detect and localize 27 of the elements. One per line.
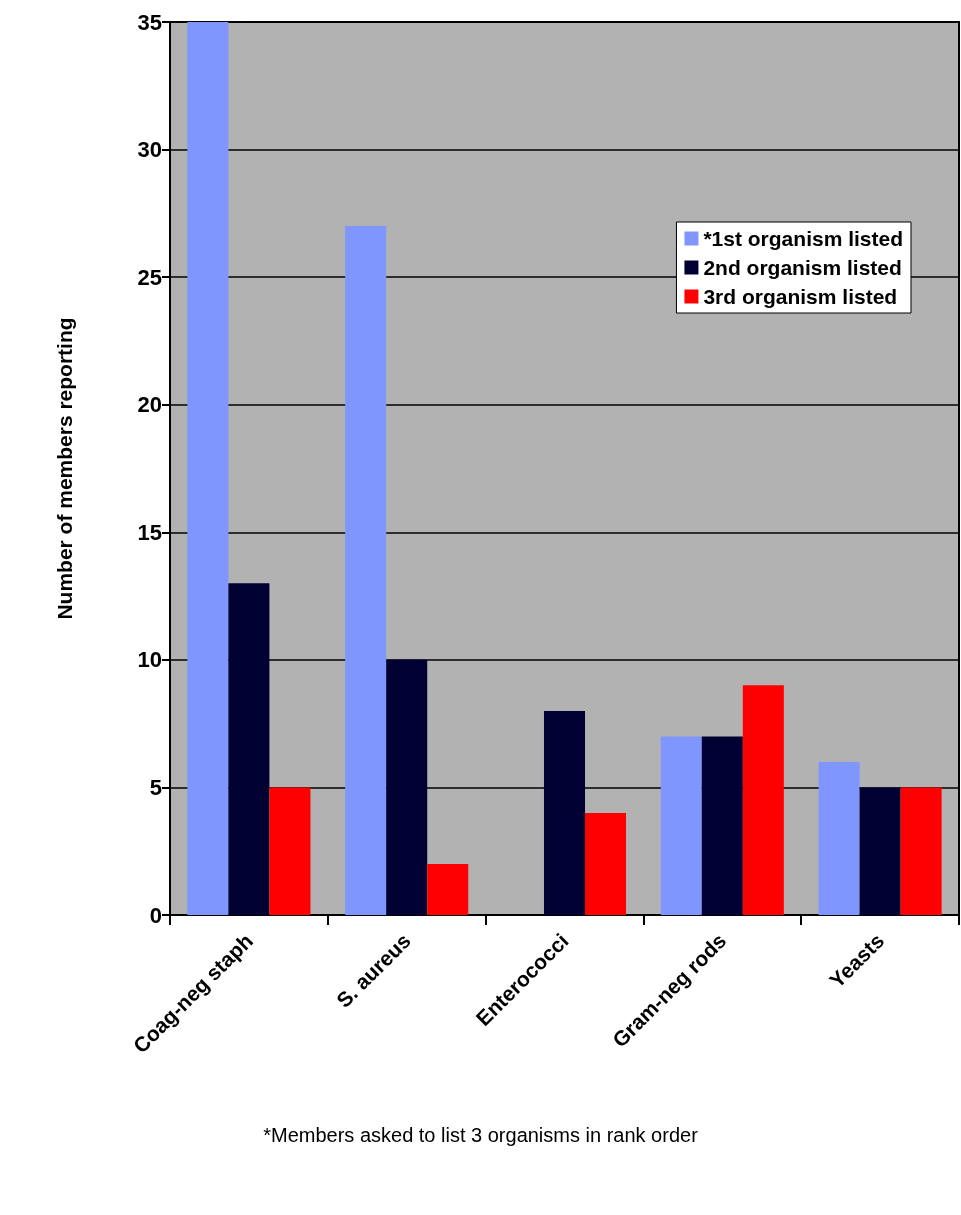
bar bbox=[386, 659, 428, 915]
y-tick-label: 0 bbox=[149, 902, 162, 928]
bar bbox=[859, 787, 901, 915]
bar bbox=[585, 812, 627, 915]
y-tick-label: 30 bbox=[137, 137, 162, 163]
y-tick-label: 5 bbox=[149, 774, 162, 800]
text: *Members asked to list 3 organisms in rank order bbox=[263, 1124, 699, 1146]
y-tick-label: 35 bbox=[137, 9, 162, 35]
bar bbox=[818, 761, 860, 915]
bar bbox=[543, 710, 586, 915]
bar bbox=[701, 736, 743, 915]
bar bbox=[660, 736, 702, 915]
bar bbox=[900, 787, 942, 915]
y-tick-label: 25 bbox=[137, 264, 162, 290]
legend-label: *1st organism listed bbox=[703, 227, 903, 250]
bar bbox=[427, 863, 469, 915]
bar bbox=[345, 226, 387, 915]
y-axis-title: Number of members reporting bbox=[53, 317, 76, 620]
bar bbox=[269, 787, 311, 915]
y-tick-label: 15 bbox=[137, 519, 162, 545]
y-tick-label: 20 bbox=[137, 392, 162, 418]
bar bbox=[228, 583, 270, 915]
y-tick-label: 10 bbox=[137, 647, 162, 673]
legend-label: 2nd organism listed bbox=[703, 256, 902, 279]
bar bbox=[742, 685, 784, 915]
bar bbox=[187, 22, 229, 915]
legend-label: 3rd organism listed bbox=[703, 285, 898, 308]
